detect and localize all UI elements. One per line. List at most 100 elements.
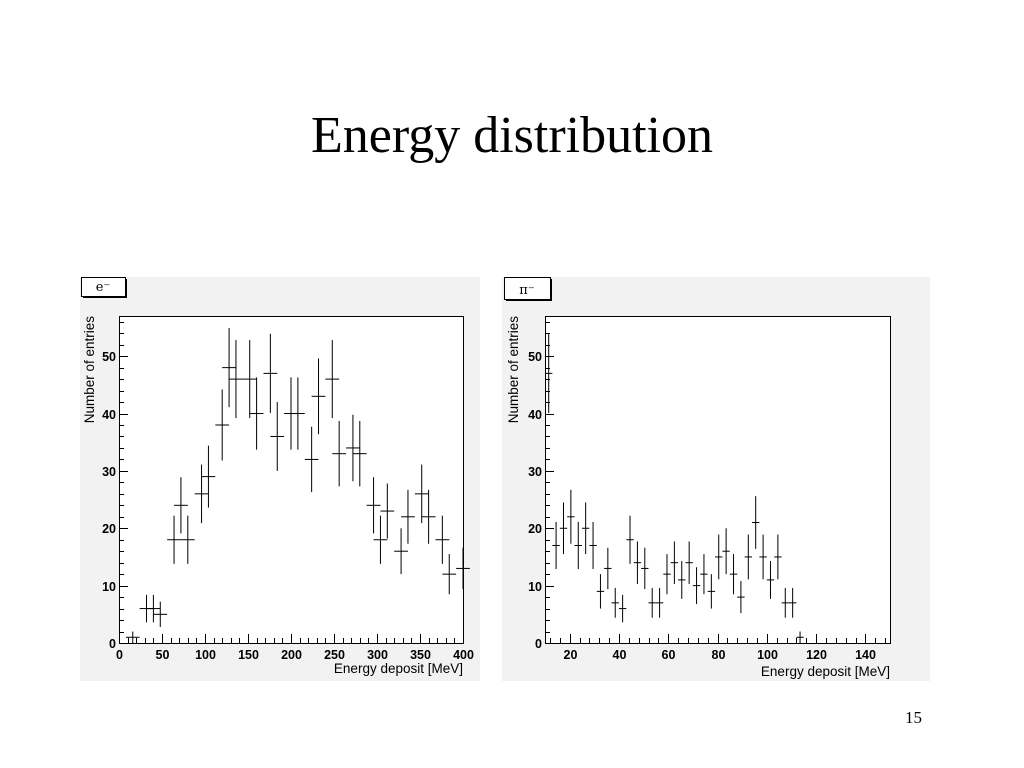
y-tick-label: 30 (102, 465, 116, 479)
histogram-bin (435, 515, 450, 564)
x-axis-title: Energy deposit [MeV] (334, 661, 463, 676)
histogram-bin (215, 389, 230, 461)
histogram-bin (346, 414, 360, 482)
histogram-bin (633, 541, 642, 584)
histogram-bin (125, 631, 140, 643)
plot-frame (545, 316, 891, 644)
histogram-bin (332, 420, 347, 487)
x-tick-label: 40 (613, 648, 627, 662)
pion-histogram: π⁻ 0 10 20 30 40 50 20 40 60 80 100 120 140 Energy dep… (504, 277, 891, 679)
histogram-bin (788, 587, 797, 618)
histogram-bin (655, 587, 664, 618)
histogram-bin (611, 587, 619, 618)
histogram-bin (394, 528, 408, 575)
histogram-bin (581, 502, 590, 555)
y-tick-label: 30 (528, 465, 542, 479)
histogram-bin (263, 333, 278, 413)
histogram-bin (414, 464, 429, 524)
histogram-bin (670, 541, 679, 584)
y-tick-label: 50 (528, 350, 542, 364)
y-axis-title: Number of entries (82, 316, 97, 424)
y-tick-label: 10 (528, 580, 542, 594)
histogram-bin (678, 560, 686, 599)
histogram-bin (442, 554, 457, 595)
histogram-bin (180, 515, 195, 564)
histogram-bin (545, 333, 553, 413)
y-tick-label: 10 (102, 580, 116, 594)
y-tick-label: 20 (102, 522, 116, 536)
x-tick-label: 150 (238, 648, 259, 662)
electron-histogram: e⁻ 0 10 20 30 40 50 0 50 100 150 200 250 300 350 400Ene… (81, 277, 474, 676)
histogram-bin (291, 377, 305, 450)
histogram-bin (574, 521, 582, 569)
histogram-bin (567, 489, 575, 544)
x-tick-label: 80 (712, 648, 726, 662)
histogram-bin (421, 489, 436, 544)
histogram-label: e⁻ (96, 280, 111, 295)
histogram-bin (685, 541, 693, 584)
histogram-bin (596, 574, 605, 609)
pion-histogram-panel: π⁻ 0 10 20 30 40 50 20 40 60 80 100 120 140 Energy dep… (502, 277, 930, 681)
x-axis-title: Energy deposit [MeV] (761, 664, 890, 679)
histogram-bin (752, 496, 760, 549)
y-tick-label: 40 (528, 408, 542, 422)
histogram-bin (242, 340, 257, 419)
histogram-bin (715, 534, 723, 580)
histogram-bin (781, 587, 789, 618)
histogram-bin (618, 594, 627, 623)
histogram-bin (194, 464, 209, 524)
histogram-bin (626, 515, 634, 564)
histogram-bin (270, 402, 285, 471)
histogram-bin (456, 547, 470, 590)
x-tick-label: 300 (367, 648, 388, 662)
x-tick-label: 140 (855, 648, 876, 662)
x-tick-label: 50 (156, 648, 170, 662)
x-tick-label: 250 (324, 648, 345, 662)
histogram-bin (722, 528, 730, 575)
histogram-bin (737, 581, 745, 614)
histogram-bin (774, 534, 782, 580)
x-tick-label: 200 (281, 648, 302, 662)
histogram-bin (559, 502, 568, 555)
y-tick-label: 40 (102, 408, 116, 422)
histogram-bin (380, 483, 395, 539)
histogram-bin (167, 515, 181, 564)
label-box (81, 277, 126, 297)
electron-histogram-panel: e⁻ 0 10 20 30 40 50 0 50 100 150 200 250 300 350 400 Ene… (80, 277, 480, 681)
x-tick-label: 100 (757, 648, 778, 662)
histogram-bin (759, 534, 767, 580)
histogram-bin (589, 521, 597, 569)
histogram-bin (366, 477, 381, 534)
histogram-bin (641, 547, 649, 590)
histogram-bin (700, 554, 708, 595)
x-tick-label: 60 (662, 648, 676, 662)
slide-title: Energy distribution (310, 107, 713, 164)
histogram-bin (796, 631, 804, 643)
histogram-bin (707, 574, 716, 609)
histogram-label: π⁻ (519, 283, 534, 298)
histogram-bin (729, 554, 738, 595)
histogram-bin (604, 547, 612, 590)
y-axis-title: Number of entries (506, 316, 521, 424)
histogram-bin (304, 426, 319, 493)
histogram-bin (663, 554, 671, 595)
plot-frame (119, 316, 464, 644)
histogram-bin (311, 358, 326, 435)
x-tick-label: 100 (195, 648, 216, 662)
y-tick-label: 20 (528, 522, 542, 536)
x-tick-label: 350 (410, 648, 431, 662)
histogram-bin (174, 477, 188, 534)
histogram-bin (201, 445, 216, 508)
y-tick-label: 0 (535, 637, 542, 651)
y-tick-label: 50 (102, 350, 116, 364)
histogram-bin (648, 587, 656, 618)
histogram-bin (692, 567, 701, 604)
histogram-bin (222, 328, 236, 408)
histogram-bin (146, 594, 161, 623)
page-number: 15 (905, 708, 922, 727)
histogram-bin (153, 601, 168, 627)
x-tick-label: 0 (116, 648, 123, 662)
x-tick-label: 120 (806, 648, 827, 662)
label-box (504, 277, 551, 300)
x-tick-label: 400 (453, 648, 474, 662)
